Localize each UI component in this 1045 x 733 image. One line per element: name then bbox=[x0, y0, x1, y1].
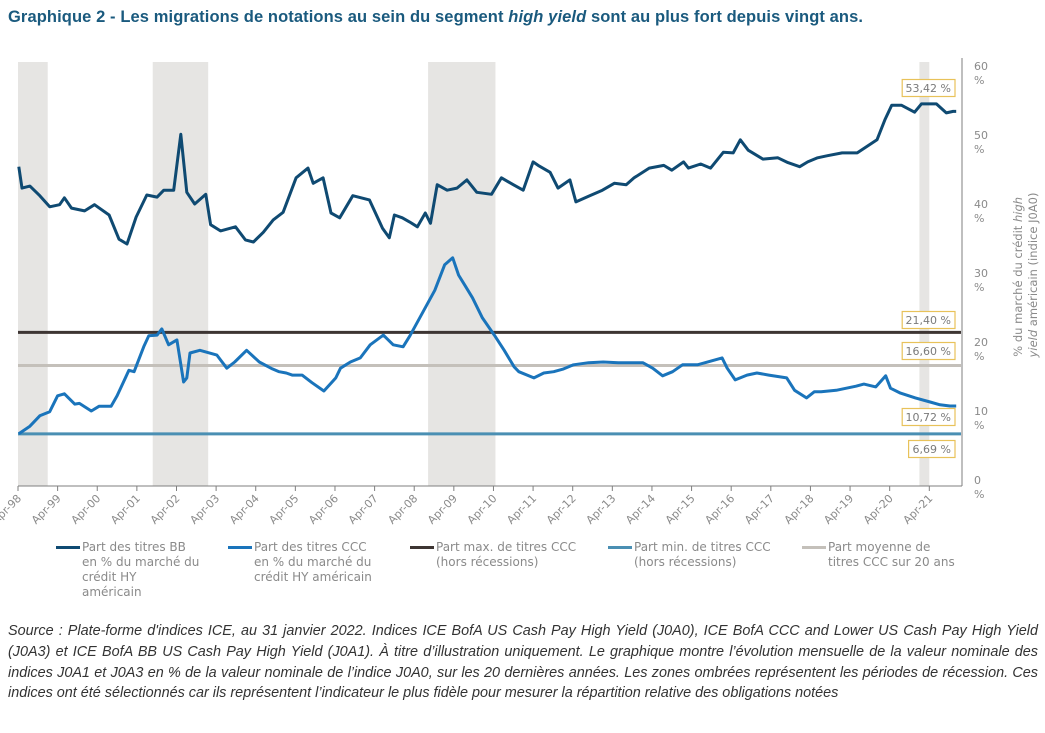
y-axis-title-line1: % du marché du crédit high bbox=[1011, 197, 1025, 357]
annotation-avg-box bbox=[901, 341, 956, 361]
y-axis-title: % du marché du crédit high yield américa… bbox=[1011, 193, 1040, 359]
legend-swatch bbox=[410, 546, 434, 549]
y-tick-label: 50 bbox=[974, 129, 988, 142]
y-axis-title-line2: yield américain (indice J0A0) bbox=[1026, 193, 1040, 359]
y-tick-unit: % bbox=[974, 212, 984, 225]
annotation-ccc-box bbox=[901, 407, 956, 427]
legend-item-bb: Part des titres BB en % du marché du cré… bbox=[56, 540, 199, 600]
annotation-bb-label: 53,42 % bbox=[906, 82, 951, 95]
x-tick-label: Apr-19 bbox=[821, 492, 856, 527]
title-suffix: sont au plus fort depuis vingt ans. bbox=[586, 8, 864, 26]
annotation-max-label: 21,40 % bbox=[906, 314, 951, 327]
x-tick-label: Apr-09 bbox=[425, 492, 460, 527]
x-tick-label: Apr-08 bbox=[385, 492, 420, 527]
x-tick-label: Apr-14 bbox=[623, 492, 658, 527]
x-tick-label: Apr-01 bbox=[108, 492, 143, 527]
y-tick-label: 60 bbox=[974, 60, 988, 73]
x-tick-label: Apr-07 bbox=[346, 492, 381, 527]
y-tick-unit: % bbox=[974, 350, 984, 363]
x-tick-label: Apr-17 bbox=[742, 492, 777, 527]
recession-band bbox=[428, 62, 496, 486]
x-tick-label: Apr-13 bbox=[584, 492, 619, 527]
y-tick-label: 30 bbox=[974, 267, 988, 280]
reference-lines bbox=[18, 330, 961, 436]
recession-band bbox=[919, 62, 930, 486]
y-tick-unit: % bbox=[974, 143, 984, 156]
x-tick-label: Apr-02 bbox=[148, 492, 183, 527]
x-tick-label: Apr-20 bbox=[861, 492, 896, 527]
legend-item-min: Part min. de titres CCC (hors récessions… bbox=[608, 540, 771, 570]
x-tick-label: Apr-15 bbox=[663, 492, 698, 527]
series-line-bb bbox=[17, 102, 957, 246]
y-tick-unit: % bbox=[974, 74, 984, 87]
annotation-min-box bbox=[907, 439, 956, 459]
legend: Part des titres BB en % du marché du cré… bbox=[0, 540, 1045, 610]
y-tick-unit: % bbox=[974, 488, 984, 501]
chart-title: Graphique 2 - Les migrations de notation… bbox=[8, 8, 863, 27]
legend-swatch bbox=[228, 546, 252, 549]
x-tick-label: Apr-06 bbox=[306, 492, 341, 527]
legend-label: Part min. de titres CCC (hors récessions… bbox=[634, 540, 771, 569]
legend-item-avg: Part moyenne de titres CCC sur 20 ans bbox=[802, 540, 955, 570]
legend-label: Part des titres CCC en % du marché du cr… bbox=[254, 540, 372, 584]
legend-item-ccc: Part des titres CCC en % du marché du cr… bbox=[228, 540, 372, 585]
source-note: Source : Plate-forme d'indices ICE, au 3… bbox=[8, 623, 1038, 702]
x-tick-label: Apr-10 bbox=[465, 492, 500, 527]
y-tick-label: 0 bbox=[974, 474, 981, 487]
y-tick-label: 40 bbox=[974, 198, 988, 211]
x-tick-label: Apr-03 bbox=[187, 492, 222, 527]
y-tick-unit: % bbox=[974, 419, 984, 432]
series-line-ccc bbox=[17, 256, 957, 436]
annotation-ccc-label: 10,72 % bbox=[906, 411, 951, 424]
legend-label: Part moyenne de titres CCC sur 20 ans bbox=[828, 540, 955, 569]
legend-swatch bbox=[802, 546, 826, 549]
legend-label: Part des titres BB en % du marché du cré… bbox=[82, 540, 200, 599]
annotation-bb-box bbox=[901, 78, 956, 98]
x-tick-label: Apr-98 bbox=[0, 492, 24, 527]
y-axis-title-italic: yield bbox=[1026, 329, 1040, 358]
x-tick-label: Apr-18 bbox=[782, 492, 817, 527]
x-tick-label: Apr-99 bbox=[29, 492, 64, 527]
x-tick-label: Apr-16 bbox=[702, 492, 737, 527]
x-tick-label: Apr-11 bbox=[504, 492, 539, 527]
annotations: 53,42 % 10,72 % 21,40 % 16,60 % 6,69 % bbox=[901, 78, 956, 459]
y-axis-title-italic: high bbox=[1011, 197, 1025, 222]
legend-label: Part max. de titres CCC (hors récessions… bbox=[436, 540, 577, 569]
series-lines bbox=[17, 102, 957, 436]
legend-item-max: Part max. de titres CCC (hors récessions… bbox=[410, 540, 576, 570]
legend-swatch bbox=[608, 546, 632, 549]
x-tick-label: Apr-00 bbox=[69, 492, 104, 527]
title-italic: high yield bbox=[508, 8, 587, 26]
title-prefix: Graphique 2 - Les migrations de notation… bbox=[8, 8, 509, 26]
annotation-min-label: 6,69 % bbox=[913, 443, 951, 456]
x-tick-label: Apr-04 bbox=[227, 492, 262, 527]
annotation-max-box bbox=[901, 310, 956, 330]
x-tick-label: Apr-12 bbox=[544, 492, 579, 527]
x-tick-label: Apr-21 bbox=[901, 492, 936, 527]
chart-svg: Apr-98 Apr-99 Apr-00 Apr-01 Apr-02 Apr-03 Apr-… bbox=[0, 58, 1040, 527]
y-tick-unit: % bbox=[974, 281, 984, 294]
legend-swatch bbox=[56, 546, 80, 549]
recession-bands bbox=[18, 62, 930, 486]
recession-band bbox=[152, 62, 209, 486]
annotation-avg-label: 16,60 % bbox=[906, 345, 951, 358]
x-tick-label: Apr-05 bbox=[267, 492, 302, 527]
y-tick-label: 20 bbox=[974, 336, 988, 349]
y-tick-label: 10 bbox=[974, 405, 988, 418]
